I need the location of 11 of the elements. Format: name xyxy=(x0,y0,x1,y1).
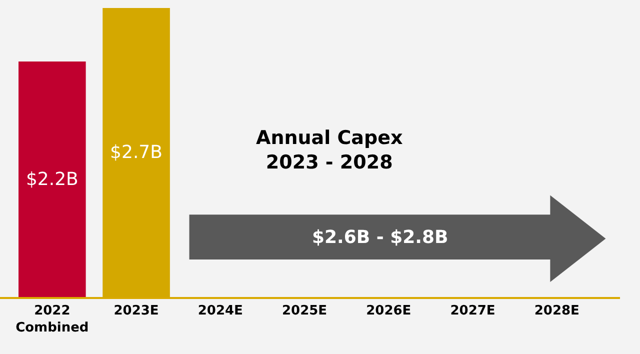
x-tick-label: 2025E xyxy=(282,304,328,319)
x-tick-label: 2023E xyxy=(114,304,159,319)
x-tick-label: 2022 Combined xyxy=(16,304,89,336)
x-tick-label: 2027E xyxy=(450,304,496,319)
data-label: $2.2B xyxy=(26,168,78,190)
annotation: $2.6B - $2.8B xyxy=(312,227,448,248)
x-tick-label: 2024E xyxy=(198,304,243,319)
x-tick-label: 2028E xyxy=(534,304,580,319)
annotation: Annual Capex 2023 - 2028 xyxy=(256,127,403,174)
x-tick-label: 2026E xyxy=(366,304,412,319)
data-label: $2.7B xyxy=(110,142,162,163)
